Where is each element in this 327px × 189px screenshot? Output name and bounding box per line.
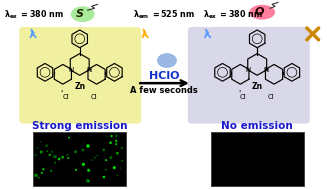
Circle shape — [74, 150, 77, 153]
Circle shape — [103, 176, 105, 178]
Text: $\mathbf{\lambda_{ex}}$ $\mathbf{= 380\ nm}$: $\mathbf{\lambda_{ex}}$ $\mathbf{= 380\ … — [203, 9, 263, 21]
Text: N: N — [86, 67, 91, 73]
Text: Zn: Zn — [252, 82, 263, 91]
Polygon shape — [30, 29, 36, 38]
Circle shape — [94, 157, 95, 158]
Circle shape — [116, 152, 119, 155]
Circle shape — [40, 141, 41, 142]
Circle shape — [61, 156, 64, 159]
Text: N: N — [68, 67, 74, 73]
Circle shape — [67, 157, 69, 159]
Ellipse shape — [249, 5, 275, 20]
Text: Cl: Cl — [240, 94, 247, 100]
Circle shape — [96, 155, 98, 156]
Circle shape — [52, 155, 56, 158]
Text: Cl: Cl — [268, 94, 274, 100]
Circle shape — [115, 143, 117, 145]
Circle shape — [116, 175, 118, 176]
Circle shape — [68, 137, 70, 139]
Circle shape — [102, 149, 105, 151]
Circle shape — [88, 180, 90, 182]
Circle shape — [86, 179, 90, 183]
Circle shape — [109, 141, 112, 144]
Circle shape — [84, 142, 85, 143]
Circle shape — [45, 144, 48, 147]
Circle shape — [40, 150, 43, 153]
Text: A few seconds: A few seconds — [130, 86, 198, 94]
Circle shape — [107, 136, 108, 137]
Circle shape — [38, 177, 40, 178]
Circle shape — [121, 160, 124, 162]
Circle shape — [111, 135, 113, 137]
Circle shape — [34, 174, 38, 177]
Circle shape — [109, 156, 112, 159]
Circle shape — [49, 154, 51, 156]
Text: Cl: Cl — [90, 94, 97, 100]
Circle shape — [120, 167, 121, 169]
Text: ': ' — [61, 90, 63, 98]
Polygon shape — [142, 29, 148, 38]
Circle shape — [54, 162, 56, 163]
Text: Cl: Cl — [62, 94, 69, 100]
Circle shape — [46, 150, 48, 152]
Bar — [33, 132, 126, 186]
Circle shape — [55, 156, 57, 157]
Ellipse shape — [157, 53, 177, 68]
Circle shape — [67, 154, 68, 156]
Circle shape — [50, 170, 52, 172]
Text: O: O — [254, 7, 264, 17]
Text: $\mathbf{\lambda_{ex}}$ $\mathbf{= 380\ nm}$: $\mathbf{\lambda_{ex}}$ $\mathbf{= 380\ … — [4, 9, 64, 21]
Circle shape — [115, 140, 117, 142]
Text: No emission: No emission — [221, 121, 293, 131]
Circle shape — [113, 166, 116, 169]
Circle shape — [91, 159, 93, 161]
Circle shape — [58, 158, 60, 160]
Circle shape — [106, 169, 107, 170]
Bar — [211, 132, 304, 186]
Polygon shape — [205, 29, 211, 38]
Circle shape — [41, 172, 43, 174]
Text: HClO: HClO — [149, 71, 179, 81]
Circle shape — [82, 163, 85, 166]
Text: S: S — [76, 9, 84, 19]
Circle shape — [35, 154, 37, 156]
Text: ': ' — [238, 90, 240, 98]
Circle shape — [36, 147, 38, 149]
Text: N: N — [246, 67, 251, 73]
Text: Zn: Zn — [74, 82, 85, 91]
Circle shape — [121, 147, 123, 149]
Text: Strong emission: Strong emission — [32, 121, 128, 131]
Text: $\mathbf{\lambda_{em}}$ $\mathbf{= 525\ nm}$: $\mathbf{\lambda_{em}}$ $\mathbf{= 525\ … — [133, 9, 195, 21]
Circle shape — [87, 169, 90, 172]
Ellipse shape — [71, 6, 95, 22]
FancyBboxPatch shape — [19, 27, 141, 124]
Text: N: N — [264, 67, 269, 73]
FancyBboxPatch shape — [188, 27, 310, 124]
Circle shape — [75, 169, 77, 171]
Circle shape — [51, 151, 53, 153]
Circle shape — [81, 149, 84, 151]
Circle shape — [115, 135, 118, 137]
Circle shape — [105, 159, 107, 161]
Circle shape — [86, 144, 90, 148]
Circle shape — [42, 168, 44, 170]
